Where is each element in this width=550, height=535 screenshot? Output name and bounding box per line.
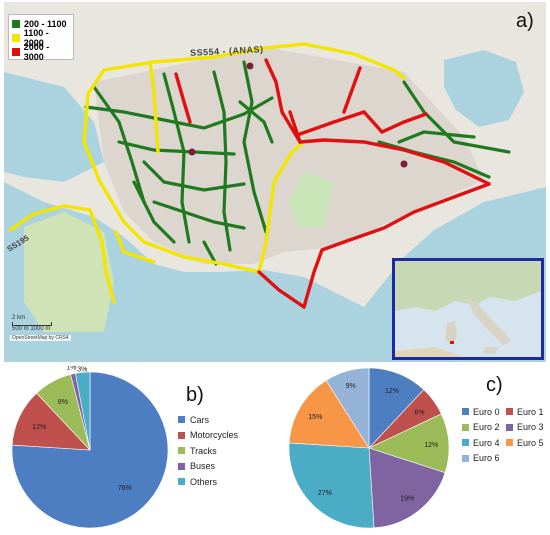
inset-sicily: [483, 347, 499, 354]
legend-label: Euro 5: [517, 437, 544, 448]
vehicle-type-pie: 76% 12% 8% 1% 3%: [11, 366, 169, 529]
scale-marks: 500 m 1000 m: [12, 326, 51, 332]
inset-north-africa: [395, 347, 465, 357]
inset-location-marker: [450, 341, 454, 344]
pie-data-label: 6%: [414, 409, 424, 416]
legend-label: Tracks: [190, 445, 217, 456]
legend-item-cars: Cars: [178, 412, 238, 428]
legend-item-euro-2: Euro 2: [462, 420, 506, 436]
inset-map: [392, 258, 544, 360]
inset-map-canvas: [395, 261, 541, 357]
legend-swatch: [178, 416, 185, 424]
euro-class-legend: Euro 0 Euro 1 Euro 2 Euro 3 Euro 4 Euro 5 Euro…: [462, 404, 550, 466]
panel-label-a: a): [516, 10, 534, 32]
lagoon-east: [444, 50, 524, 127]
legend-swatch: [462, 454, 469, 462]
legend-item-euro-4: Euro 4: [462, 435, 506, 451]
scale-bar-line: [12, 322, 52, 326]
scale-bar: 2 km 500 m 1000 m: [12, 315, 52, 332]
scale-label: 2 km: [12, 315, 26, 321]
pie-data-label: 19%: [400, 495, 414, 502]
pie-data-label: 8%: [58, 399, 68, 406]
pie-slice-euro-2: [368, 413, 450, 474]
roads-red: [174, 58, 491, 309]
vehicle-type-legend: Cars Motorcycles Tracks Buses Others: [178, 412, 238, 490]
legend-item-euro-0: Euro 0: [462, 404, 506, 420]
roads-yellow: [8, 42, 406, 304]
traffic-map: 200 - 1100 1100 - 2000 2000 - 3000 SS554…: [4, 2, 546, 362]
legend-item-yellow: 1100 - 2000: [12, 28, 70, 48]
map-credit: OpenStreetMap by CRS4: [10, 335, 71, 341]
legend-label: 1100 - 2000: [23, 28, 49, 48]
roads-green: [84, 60, 511, 266]
pie-data-label: 76%: [118, 485, 132, 492]
inset-sardinia: [445, 321, 457, 345]
legend-label: 200 - 1100: [24, 19, 67, 29]
pie-data-label: 12%: [424, 442, 438, 449]
pie-data-label: 15%: [308, 414, 322, 421]
legend-swatch: [506, 439, 513, 447]
pie-slice-euro-3: [368, 447, 446, 529]
legend-swatch: [178, 447, 185, 455]
pie-slice-others: [75, 371, 91, 451]
legend-swatch: [462, 423, 469, 431]
legend-label: Others: [190, 476, 218, 487]
park-area: [289, 172, 334, 227]
map-legend: 200 - 1100 1100 - 2000 2000 - 3000: [8, 14, 74, 62]
legend-swatch: [462, 439, 469, 447]
panel-label-b: b): [186, 384, 204, 406]
inset-italy: [467, 297, 511, 345]
legend-item-euro-6: Euro 6: [462, 451, 506, 467]
legend-swatch: [178, 431, 185, 439]
legend-item-euro-1: Euro 1: [506, 404, 550, 420]
pie-data-label: 3%: [77, 366, 87, 373]
pie-slice-euro-6: [325, 367, 370, 450]
legend-label: Euro 3: [517, 422, 544, 433]
legend-swatch-red: [12, 48, 20, 56]
legend-item-green: 200 - 1100: [12, 17, 70, 31]
legend-item-euro-5: Euro 5: [506, 435, 550, 451]
legend-item-euro-3: Euro 3: [506, 420, 550, 436]
legend-label: 2000 - 3000: [23, 42, 50, 62]
location-markers: [188, 62, 408, 168]
legend-label: Euro 4: [473, 437, 500, 448]
pie-data-label: 12%: [385, 388, 399, 395]
legend-label: Euro 1: [517, 406, 544, 417]
pie-slice-euro-4: [288, 442, 375, 529]
legend-swatch: [178, 478, 185, 486]
pie-data-label: 12%: [32, 424, 46, 431]
legend-swatch-yellow: [12, 34, 20, 42]
legend-item-motorcycles: Motorcycles: [178, 428, 238, 444]
legend-label: Motorcycles: [190, 430, 239, 441]
legend-item-red: 2000 - 3000: [12, 42, 70, 62]
lagoon-west: [4, 72, 104, 182]
pie-slice-euro-0: [368, 367, 425, 449]
pie-data-label: 9%: [346, 383, 356, 390]
legend-swatch: [462, 408, 469, 416]
legend-swatch: [178, 462, 185, 470]
legend-label: Euro 2: [473, 422, 500, 433]
inset-land-europe: [395, 261, 541, 311]
saline-area: [24, 212, 114, 332]
legend-item-others: Others: [178, 474, 238, 490]
legend-label: Cars: [190, 414, 210, 425]
legend-swatch-green: [12, 20, 20, 28]
panel-label-c: c): [486, 374, 503, 396]
legend-label: Buses: [190, 461, 216, 472]
pie-slice-euro-5: [288, 380, 370, 449]
pie-data-label: 1%: [66, 366, 76, 371]
legend-item-tracks: Tracks: [178, 443, 238, 459]
euro-class-pie: 12% 6% 12% 19% 27% 15% 9%: [288, 367, 450, 529]
legend-item-buses: Buses: [178, 459, 238, 475]
legend-swatch: [506, 408, 513, 416]
legend-label: Euro 6: [473, 453, 500, 464]
legend-swatch: [506, 423, 513, 431]
pie-data-label: 27%: [318, 490, 332, 497]
legend-label: Euro 0: [473, 406, 500, 417]
